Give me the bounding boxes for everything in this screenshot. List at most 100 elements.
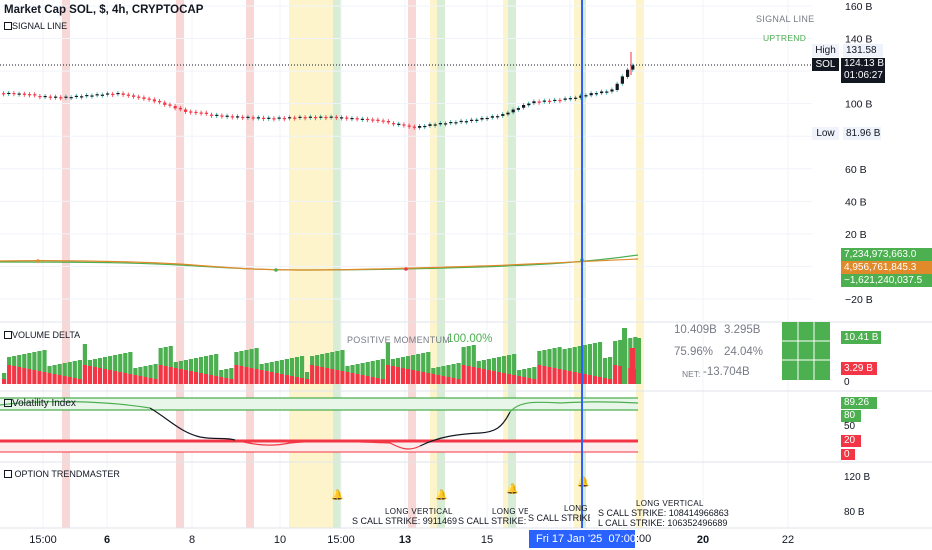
volume-bar-buy bbox=[17, 355, 22, 367]
volume-bar-sell bbox=[178, 369, 183, 384]
volume-bar-sell bbox=[471, 367, 476, 384]
candle-body bbox=[610, 89, 614, 92]
candle-body bbox=[178, 107, 182, 110]
volume-bar-sell bbox=[269, 372, 274, 384]
volume-bar-sell bbox=[597, 377, 603, 384]
volume-bar-buy bbox=[461, 347, 466, 365]
volume-bar-buy bbox=[138, 367, 143, 376]
volume-bar-sell bbox=[602, 378, 608, 384]
volume-bar-buy bbox=[436, 367, 441, 375]
volume-bar-sell bbox=[244, 367, 249, 384]
volume-bar-buy bbox=[476, 361, 481, 368]
volume-bar-buy bbox=[12, 356, 17, 366]
bell-icon: 🔔 bbox=[577, 476, 589, 488]
price-axis-label: 40 B bbox=[845, 196, 867, 208]
volume-bar-buy bbox=[219, 370, 224, 377]
volume-bar-buy bbox=[92, 359, 98, 367]
volume-bar-buy bbox=[552, 348, 557, 368]
volume-bar-sell bbox=[633, 369, 638, 384]
volume-bar-buy bbox=[562, 349, 567, 370]
volume-bar-sell bbox=[400, 368, 406, 384]
volume-bar-buy bbox=[481, 360, 486, 369]
volume-bar-sell bbox=[630, 348, 635, 384]
net-volume-label: NET: bbox=[682, 369, 701, 379]
candle-body bbox=[184, 109, 188, 112]
candle-body bbox=[475, 119, 479, 121]
volume-bar-buy bbox=[567, 348, 572, 371]
oscillator-marker bbox=[274, 268, 278, 272]
volume-bar-sell bbox=[411, 370, 416, 384]
candle-body bbox=[111, 93, 115, 96]
oscillator-green-badge: 7,234,973,663.0 bbox=[841, 248, 932, 261]
volume-bar-buy bbox=[67, 362, 72, 377]
option-annotation-strike: S CALL STRIKE: 108414966863 bbox=[598, 508, 729, 518]
candle-body bbox=[173, 105, 177, 109]
volatility-indicator[interactable]: Volatility Index bbox=[4, 398, 76, 409]
volume-bar-buy bbox=[512, 354, 517, 375]
volume-bar-sell bbox=[335, 370, 340, 384]
volume-bar-buy bbox=[608, 357, 613, 379]
volume-bar-buy bbox=[62, 363, 67, 376]
volume-bar-sell bbox=[133, 375, 138, 384]
candle-body bbox=[386, 120, 390, 123]
volume-bar-sell bbox=[587, 375, 592, 384]
candle-body bbox=[256, 117, 260, 119]
volume-bar-sell bbox=[582, 374, 587, 384]
volume-bar-buy bbox=[602, 358, 608, 378]
candle-body bbox=[485, 117, 489, 120]
volume-bar-buy bbox=[451, 364, 456, 378]
option-annotation: LONG VE S CALL STRIKE: bbox=[458, 507, 528, 526]
volume-bar-buy bbox=[370, 361, 375, 377]
volume-bar-sell bbox=[577, 373, 582, 384]
volume-bar-buy bbox=[501, 356, 507, 373]
volume-bar-sell bbox=[108, 370, 113, 384]
oscillator-orange-line bbox=[0, 258, 639, 271]
volume-bar-buy bbox=[148, 365, 153, 378]
volume-bar-buy bbox=[517, 370, 522, 376]
signal-band bbox=[333, 0, 341, 528]
buy-volume-total: 10.409B bbox=[674, 324, 717, 336]
volume-bar-sell bbox=[501, 373, 507, 384]
volume-bar-buy bbox=[471, 345, 476, 367]
volume-bar-sell bbox=[148, 378, 153, 384]
volume-bar-sell bbox=[163, 366, 168, 384]
option-trend-indicator[interactable]: OPTION TRENDMASTER bbox=[4, 469, 120, 479]
candle-body bbox=[428, 124, 432, 126]
volume-bar-sell bbox=[491, 371, 497, 384]
option-annotation-title: LONG V bbox=[564, 504, 590, 513]
volatility-badge-20: 20 bbox=[841, 435, 861, 447]
volume-bar-sell bbox=[486, 370, 491, 384]
option-annotation-title: LONG VERTICAL bbox=[636, 499, 704, 508]
candle-body bbox=[620, 76, 624, 84]
volume-bar-sell bbox=[47, 373, 52, 384]
option-annotation-title: LONG VERTICAL bbox=[385, 507, 453, 516]
volume-bar-buy bbox=[279, 360, 284, 374]
candle-body bbox=[537, 101, 541, 103]
volume-bar-buy bbox=[305, 372, 310, 379]
volume-delta-title: VOLUME DELTA bbox=[12, 330, 81, 340]
candle-body bbox=[80, 96, 84, 98]
option-annotation-strike: S CALL STRIKE: bbox=[458, 516, 527, 526]
signal-line-indicator[interactable]: SIGNAL LINE bbox=[4, 21, 67, 31]
volume-bar-buy bbox=[193, 358, 199, 372]
volume-bar-sell bbox=[507, 374, 512, 384]
volume-bar-buy bbox=[618, 340, 623, 366]
option-axis-80: 80 B bbox=[844, 507, 865, 518]
symbol-badge: SOL bbox=[812, 58, 839, 71]
candle-body bbox=[168, 104, 172, 106]
volume-bar-sell bbox=[143, 377, 148, 384]
candle-body bbox=[22, 93, 26, 95]
candle-body bbox=[418, 126, 422, 128]
volume-bar-sell bbox=[618, 366, 623, 384]
volume-bar-buy bbox=[254, 348, 259, 369]
volume-bar-buy bbox=[47, 366, 52, 373]
volume-bar-buy bbox=[582, 345, 587, 374]
volume-axis-zero: 0 bbox=[844, 377, 850, 388]
candle-body bbox=[90, 95, 94, 97]
current-price-value: 124.13 B bbox=[844, 58, 885, 69]
volume-bar-buy bbox=[294, 357, 300, 377]
candle-body bbox=[163, 102, 167, 105]
candle-body bbox=[490, 116, 494, 118]
volume-delta-indicator[interactable]: VOLUME DELTA bbox=[4, 330, 80, 340]
